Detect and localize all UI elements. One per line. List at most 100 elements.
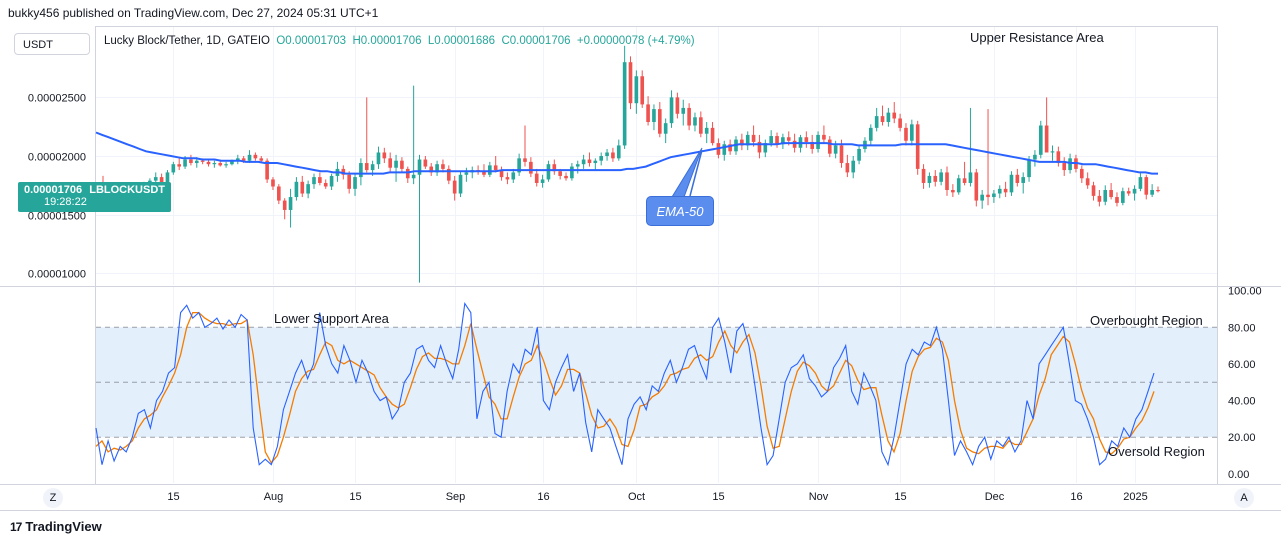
candle-body — [1132, 188, 1137, 194]
candle-body — [593, 160, 598, 164]
stoch-tick-label: 20.00 — [1228, 432, 1256, 444]
candle-body — [1126, 191, 1131, 194]
candle-body — [980, 194, 984, 201]
candle-body — [687, 107, 691, 126]
candle-body — [792, 140, 797, 148]
candle-body — [1109, 190, 1113, 198]
candle-body — [458, 174, 463, 194]
candle-body — [247, 154, 252, 161]
candle-body — [745, 134, 750, 146]
candle-body — [488, 165, 492, 175]
candle-body — [622, 62, 627, 146]
candle-body — [446, 168, 451, 181]
candle-body — [822, 134, 826, 140]
candle-body — [681, 107, 686, 114]
candle-body — [382, 152, 387, 159]
candle-body — [564, 175, 568, 179]
symbol-legend: Lucky Block/Tether, 1D, GATEIO O0.000017… — [104, 35, 695, 47]
candle-body — [722, 144, 727, 155]
candle-body — [951, 190, 955, 193]
candle-body — [306, 184, 310, 194]
candle-body — [376, 152, 381, 165]
candle-body — [153, 177, 158, 181]
candle-body — [1027, 159, 1031, 178]
candle-body — [505, 177, 510, 180]
price-tick-label: 0.00001500 — [28, 211, 86, 223]
candle-body — [253, 154, 258, 159]
auto-scale-button[interactable]: A — [1234, 488, 1254, 508]
price-tick-label: 0.00002000 — [28, 152, 86, 164]
candle-body — [523, 158, 527, 162]
candle-body — [1015, 174, 1020, 183]
candle-body — [323, 182, 328, 187]
legend-high: H0.00001706 — [352, 35, 422, 47]
oversold-label: Oversold Region — [1108, 444, 1205, 459]
candle-body — [845, 163, 850, 173]
candle-body — [511, 172, 516, 180]
x-tick-label: 15 — [712, 491, 724, 503]
x-tick-label: Nov — [809, 491, 829, 503]
candle-body — [757, 141, 762, 153]
candle-body — [751, 134, 756, 142]
candle-body — [329, 175, 334, 187]
candle-body — [693, 117, 697, 126]
candle-body — [997, 188, 1002, 194]
candle-body — [1003, 188, 1008, 193]
candle-body — [992, 193, 996, 198]
candle-body — [353, 177, 357, 189]
candle-body — [921, 168, 926, 183]
symbol-name: Lucky Block/Tether, 1D, GATEIO — [104, 35, 270, 47]
candle-body — [364, 163, 369, 171]
tradingview-logo[interactable]: 17 TradingView — [10, 519, 102, 534]
candle-body — [1068, 158, 1072, 171]
upper-resistance-label: Upper Resistance Area — [970, 30, 1104, 45]
candle-body — [851, 160, 856, 173]
candle-body — [933, 175, 938, 182]
tradingview-logo-icon: 17 — [10, 519, 22, 534]
candle-body — [939, 172, 943, 182]
candle-body — [786, 137, 791, 141]
candle-body — [1150, 190, 1154, 195]
candle-body — [441, 164, 445, 169]
candle-body — [552, 164, 557, 172]
candle-body — [575, 164, 580, 167]
currency-selector[interactable]: USDT — [14, 33, 90, 55]
candle-body — [206, 161, 211, 165]
candle-body — [318, 177, 322, 183]
candle-body — [1079, 168, 1084, 179]
ema-callout-pointer — [689, 149, 703, 197]
candle-body — [769, 136, 773, 144]
candle-body — [177, 164, 182, 167]
candle-body — [294, 181, 299, 198]
candle-body — [611, 152, 615, 159]
pane-separator[interactable] — [0, 286, 1281, 287]
candle-body — [534, 173, 539, 183]
candle-body — [194, 160, 199, 164]
x-tick-label: Oct — [628, 491, 645, 503]
candle-body — [235, 158, 240, 161]
chart-frame[interactable] — [95, 26, 1218, 484]
tradingview-brand: TradingView — [25, 519, 102, 534]
x-tick-label: 2025 — [1123, 491, 1147, 503]
candle-body — [1056, 151, 1061, 164]
candle-body — [359, 163, 363, 178]
candle-body — [704, 127, 709, 134]
legend-close: C0.00001706 — [501, 35, 571, 47]
candle-body — [628, 62, 633, 104]
candle-body — [241, 158, 246, 161]
top-bar: bukky456 published on TradingView.com, D… — [0, 0, 1281, 26]
candle-body — [904, 127, 908, 141]
candle-body — [886, 112, 891, 122]
zoom-button[interactable]: Z — [43, 488, 63, 508]
bar-countdown: 19:28:22 — [44, 196, 87, 208]
stoch-band — [96, 326, 1217, 438]
candle-body — [1091, 185, 1096, 196]
candle-body — [370, 164, 375, 171]
stoch-lines — [95, 301, 1155, 467]
stoch-tick-label: 80.00 — [1228, 322, 1256, 334]
candle-body — [546, 164, 551, 180]
candle-body — [804, 137, 809, 142]
candle-body — [868, 127, 873, 141]
candle-body — [833, 145, 838, 154]
